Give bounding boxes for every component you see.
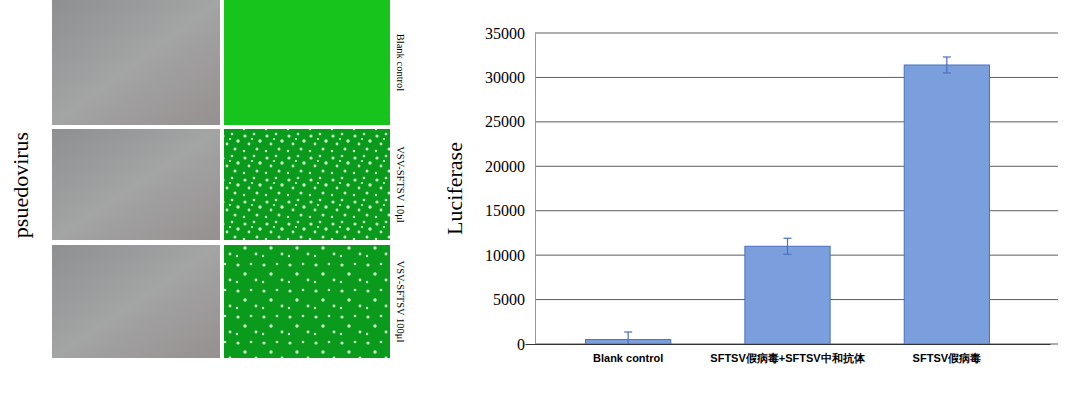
micrographs: Blank control VSV-SFTSV 10μl VSV-SFTSV 100…: [8, 0, 406, 358]
tick-label: 30000: [485, 69, 525, 86]
tick-label: 15000: [485, 202, 525, 219]
fluorescence-image: [224, 245, 390, 358]
tick: 10000: [485, 247, 535, 264]
row-label: Blank control: [395, 34, 406, 92]
error-bar: [943, 57, 951, 73]
tick: 5000: [493, 291, 535, 308]
figure: Blank control VSV-SFTSV 10μl VSV-SFTSV 100…: [0, 0, 1080, 393]
tick-label: 35000: [485, 25, 525, 42]
y-axis: 0 5000 10000 15000 20000 25000 30000 35000: [485, 25, 536, 353]
brightfield-image: [52, 245, 220, 358]
axis-title: Luciferase: [442, 142, 467, 235]
error-line: [628, 332, 629, 344]
fluorescence-image: [224, 129, 390, 240]
error-cap: [784, 238, 792, 239]
error-bar: [624, 332, 632, 344]
tick: 20000: [485, 158, 535, 175]
tick: SFTSV假病毒+SFTSV中和抗体: [710, 344, 865, 364]
grid-line: [535, 33, 1058, 34]
tick-label: 25000: [485, 113, 525, 130]
tick-label: 20000: [485, 158, 525, 175]
x-axis: Blank control SFTSV假病毒+SFTSV中和抗体 SFTSV假病毒: [526, 344, 1051, 364]
tick-label: 0: [517, 336, 525, 353]
bar-chart: 0 5000 10000 15000 20000 25000 30000 35000 Blank…: [442, 25, 1058, 364]
tick-label: SFTSV假病毒+SFTSV中和抗体: [710, 352, 865, 364]
row-label: VSV-SFTSV 10μl: [395, 146, 406, 223]
bar: [904, 65, 989, 344]
fluorescence-image: [224, 0, 390, 125]
brightfield-image: [52, 0, 220, 125]
tick: 35000: [485, 25, 535, 42]
tick-label: 5000: [493, 291, 525, 308]
error-cap: [943, 56, 951, 57]
tick: 25000: [485, 113, 535, 130]
tick: Blank control: [593, 344, 663, 364]
panel-title: psuedovirus: [8, 132, 33, 238]
bar: [745, 246, 830, 344]
axis-line: [535, 34, 536, 345]
tick-label: Blank control: [593, 352, 663, 364]
axis-line: [526, 344, 1051, 345]
tick: SFTSV假病毒: [913, 344, 981, 364]
grid: [535, 33, 1058, 344]
error-line: [787, 238, 788, 254]
error-cap: [943, 72, 951, 73]
row-label: VSV-SFTSV 100μl: [395, 261, 406, 343]
tick-label: SFTSV假病毒: [913, 352, 981, 364]
tick: 30000: [485, 69, 535, 86]
error-cap: [624, 331, 632, 332]
tick: 15000: [485, 202, 535, 219]
bars: [586, 57, 990, 344]
error-line: [946, 57, 947, 73]
brightfield-image: [52, 129, 220, 240]
error-cap: [784, 254, 792, 255]
error-bar: [784, 238, 792, 254]
tick-label: 10000: [485, 247, 525, 264]
